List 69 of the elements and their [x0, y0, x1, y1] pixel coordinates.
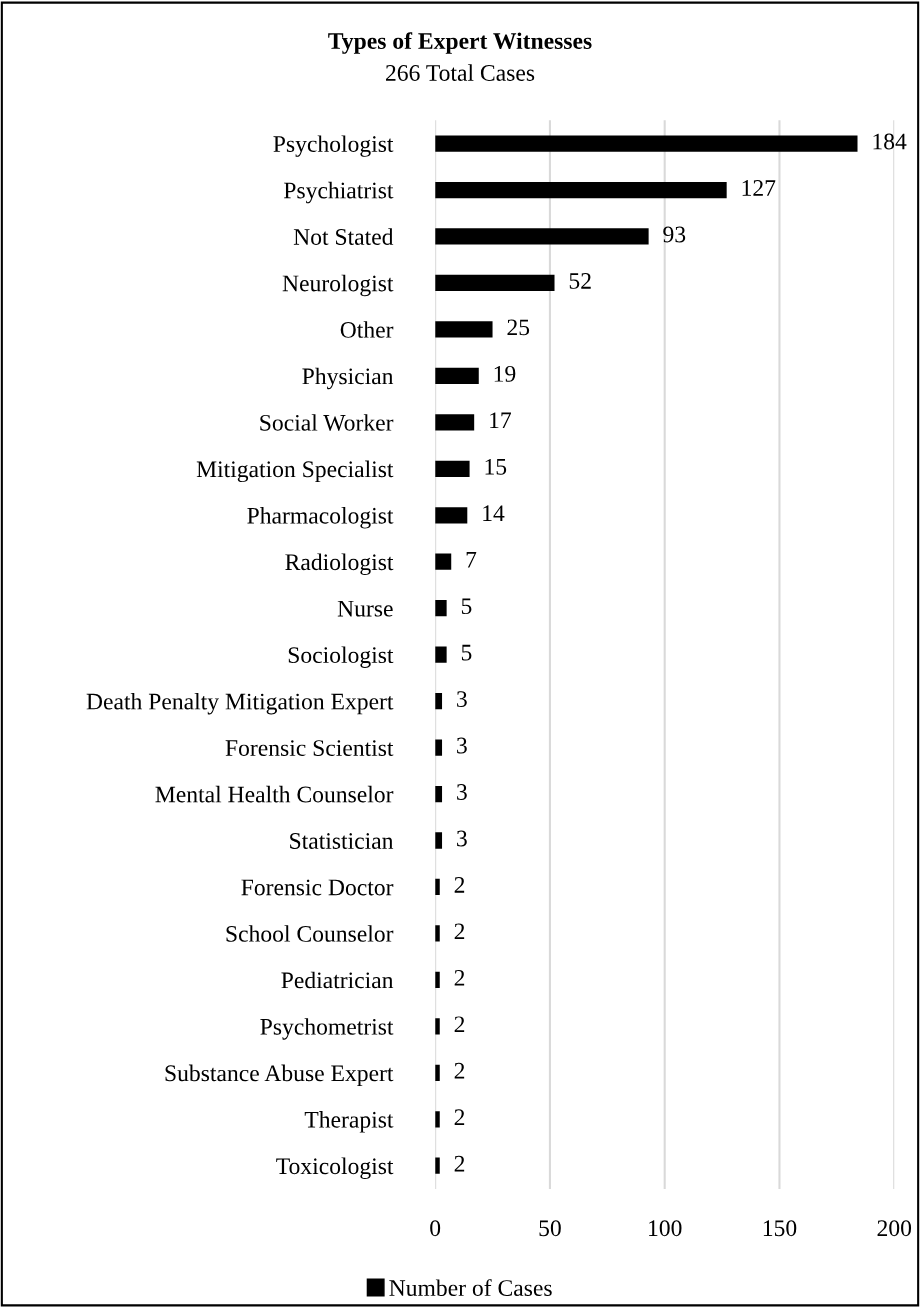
y-tick-label: Death Penalty Mitigation Expert — [86, 692, 394, 715]
y-tick-label: Therapist — [304, 1111, 394, 1133]
data-label: 14 — [483, 505, 505, 521]
data-label: 3 — [457, 830, 467, 847]
data-label: 2 — [454, 1155, 465, 1172]
data-label: 7 — [466, 551, 477, 568]
y-tick-label: Social Worker — [260, 414, 394, 431]
data-label: 3 — [457, 737, 467, 754]
data-label: 17 — [490, 412, 511, 429]
y-tick-label: Pediatrician — [281, 971, 394, 989]
x-tick-label: 50 — [539, 1220, 561, 1237]
data-label: 2 — [454, 1109, 465, 1125]
y-tick-label: Mitigation Specialist — [196, 460, 394, 483]
bar — [435, 832, 443, 849]
data-label: 5 — [461, 598, 472, 615]
data-label: 3 — [457, 784, 467, 800]
bar — [435, 925, 440, 942]
bar — [435, 553, 452, 570]
data-label: 2 — [454, 877, 465, 893]
y-tick-label: Nurse — [337, 600, 393, 617]
data-label: 25 — [507, 319, 530, 336]
bar — [435, 600, 447, 617]
y-tick-label: Psychiatrist — [283, 181, 394, 204]
y-tick-label: Sociologist — [288, 646, 394, 668]
bar — [435, 646, 447, 663]
y-tick-label: Forensic Doctor — [241, 879, 394, 896]
bar — [435, 228, 649, 245]
y-tick-label: School Counselor — [226, 925, 394, 942]
data-label: 5 — [461, 644, 472, 661]
data-label: 15 — [485, 458, 507, 475]
x-tick-label: 100 — [649, 1220, 682, 1237]
data-label: 3 — [457, 691, 467, 708]
y-tick-label: Pharmacologist — [247, 507, 394, 529]
bar — [435, 507, 468, 524]
chart-subtitle: 266 Total Cases — [386, 64, 535, 81]
x-tick-label: 0 — [430, 1220, 441, 1237]
y-tick-label: Psychometrist — [260, 1018, 394, 1040]
y-tick-label: Not Stated — [293, 228, 394, 245]
data-label: 2 — [454, 969, 465, 986]
data-label: 2 — [454, 1062, 465, 1079]
bar — [435, 274, 555, 292]
data-label: 184 — [873, 133, 907, 150]
bar — [435, 135, 858, 152]
y-tick-label: Mental Health Counselor — [155, 785, 394, 803]
bar — [435, 367, 479, 385]
chart-title: Types of Expert Witnesses — [328, 32, 592, 54]
legend-label: Number of Cases — [389, 1279, 552, 1297]
y-tick-label: Toxicologist — [276, 1157, 394, 1180]
x-tick-label: 150 — [763, 1220, 797, 1237]
data-label: 2 — [454, 1016, 465, 1033]
bar — [435, 321, 493, 338]
y-tick-label: Other — [340, 321, 394, 338]
y-tick-label: Substance Abuse Expert — [165, 1064, 394, 1087]
x-tick-label: 200 — [877, 1220, 912, 1237]
data-label: 127 — [742, 180, 776, 196]
y-tick-label: Psychologist — [273, 135, 394, 157]
y-tick-label: Statistician — [290, 833, 394, 849]
data-label: 19 — [494, 365, 516, 382]
bar — [435, 181, 727, 199]
data-label: 93 — [663, 226, 686, 243]
y-tick-label: Radiologist — [285, 553, 394, 576]
data-label: 2 — [454, 923, 465, 940]
bar — [435, 460, 470, 477]
bar — [435, 414, 475, 431]
y-tick-label: Neurologist — [282, 274, 394, 297]
data-label: 52 — [569, 273, 591, 289]
y-tick-label: Physician — [302, 367, 394, 390]
y-tick-label: Forensic Scientist — [225, 740, 394, 756]
bar — [435, 739, 443, 756]
